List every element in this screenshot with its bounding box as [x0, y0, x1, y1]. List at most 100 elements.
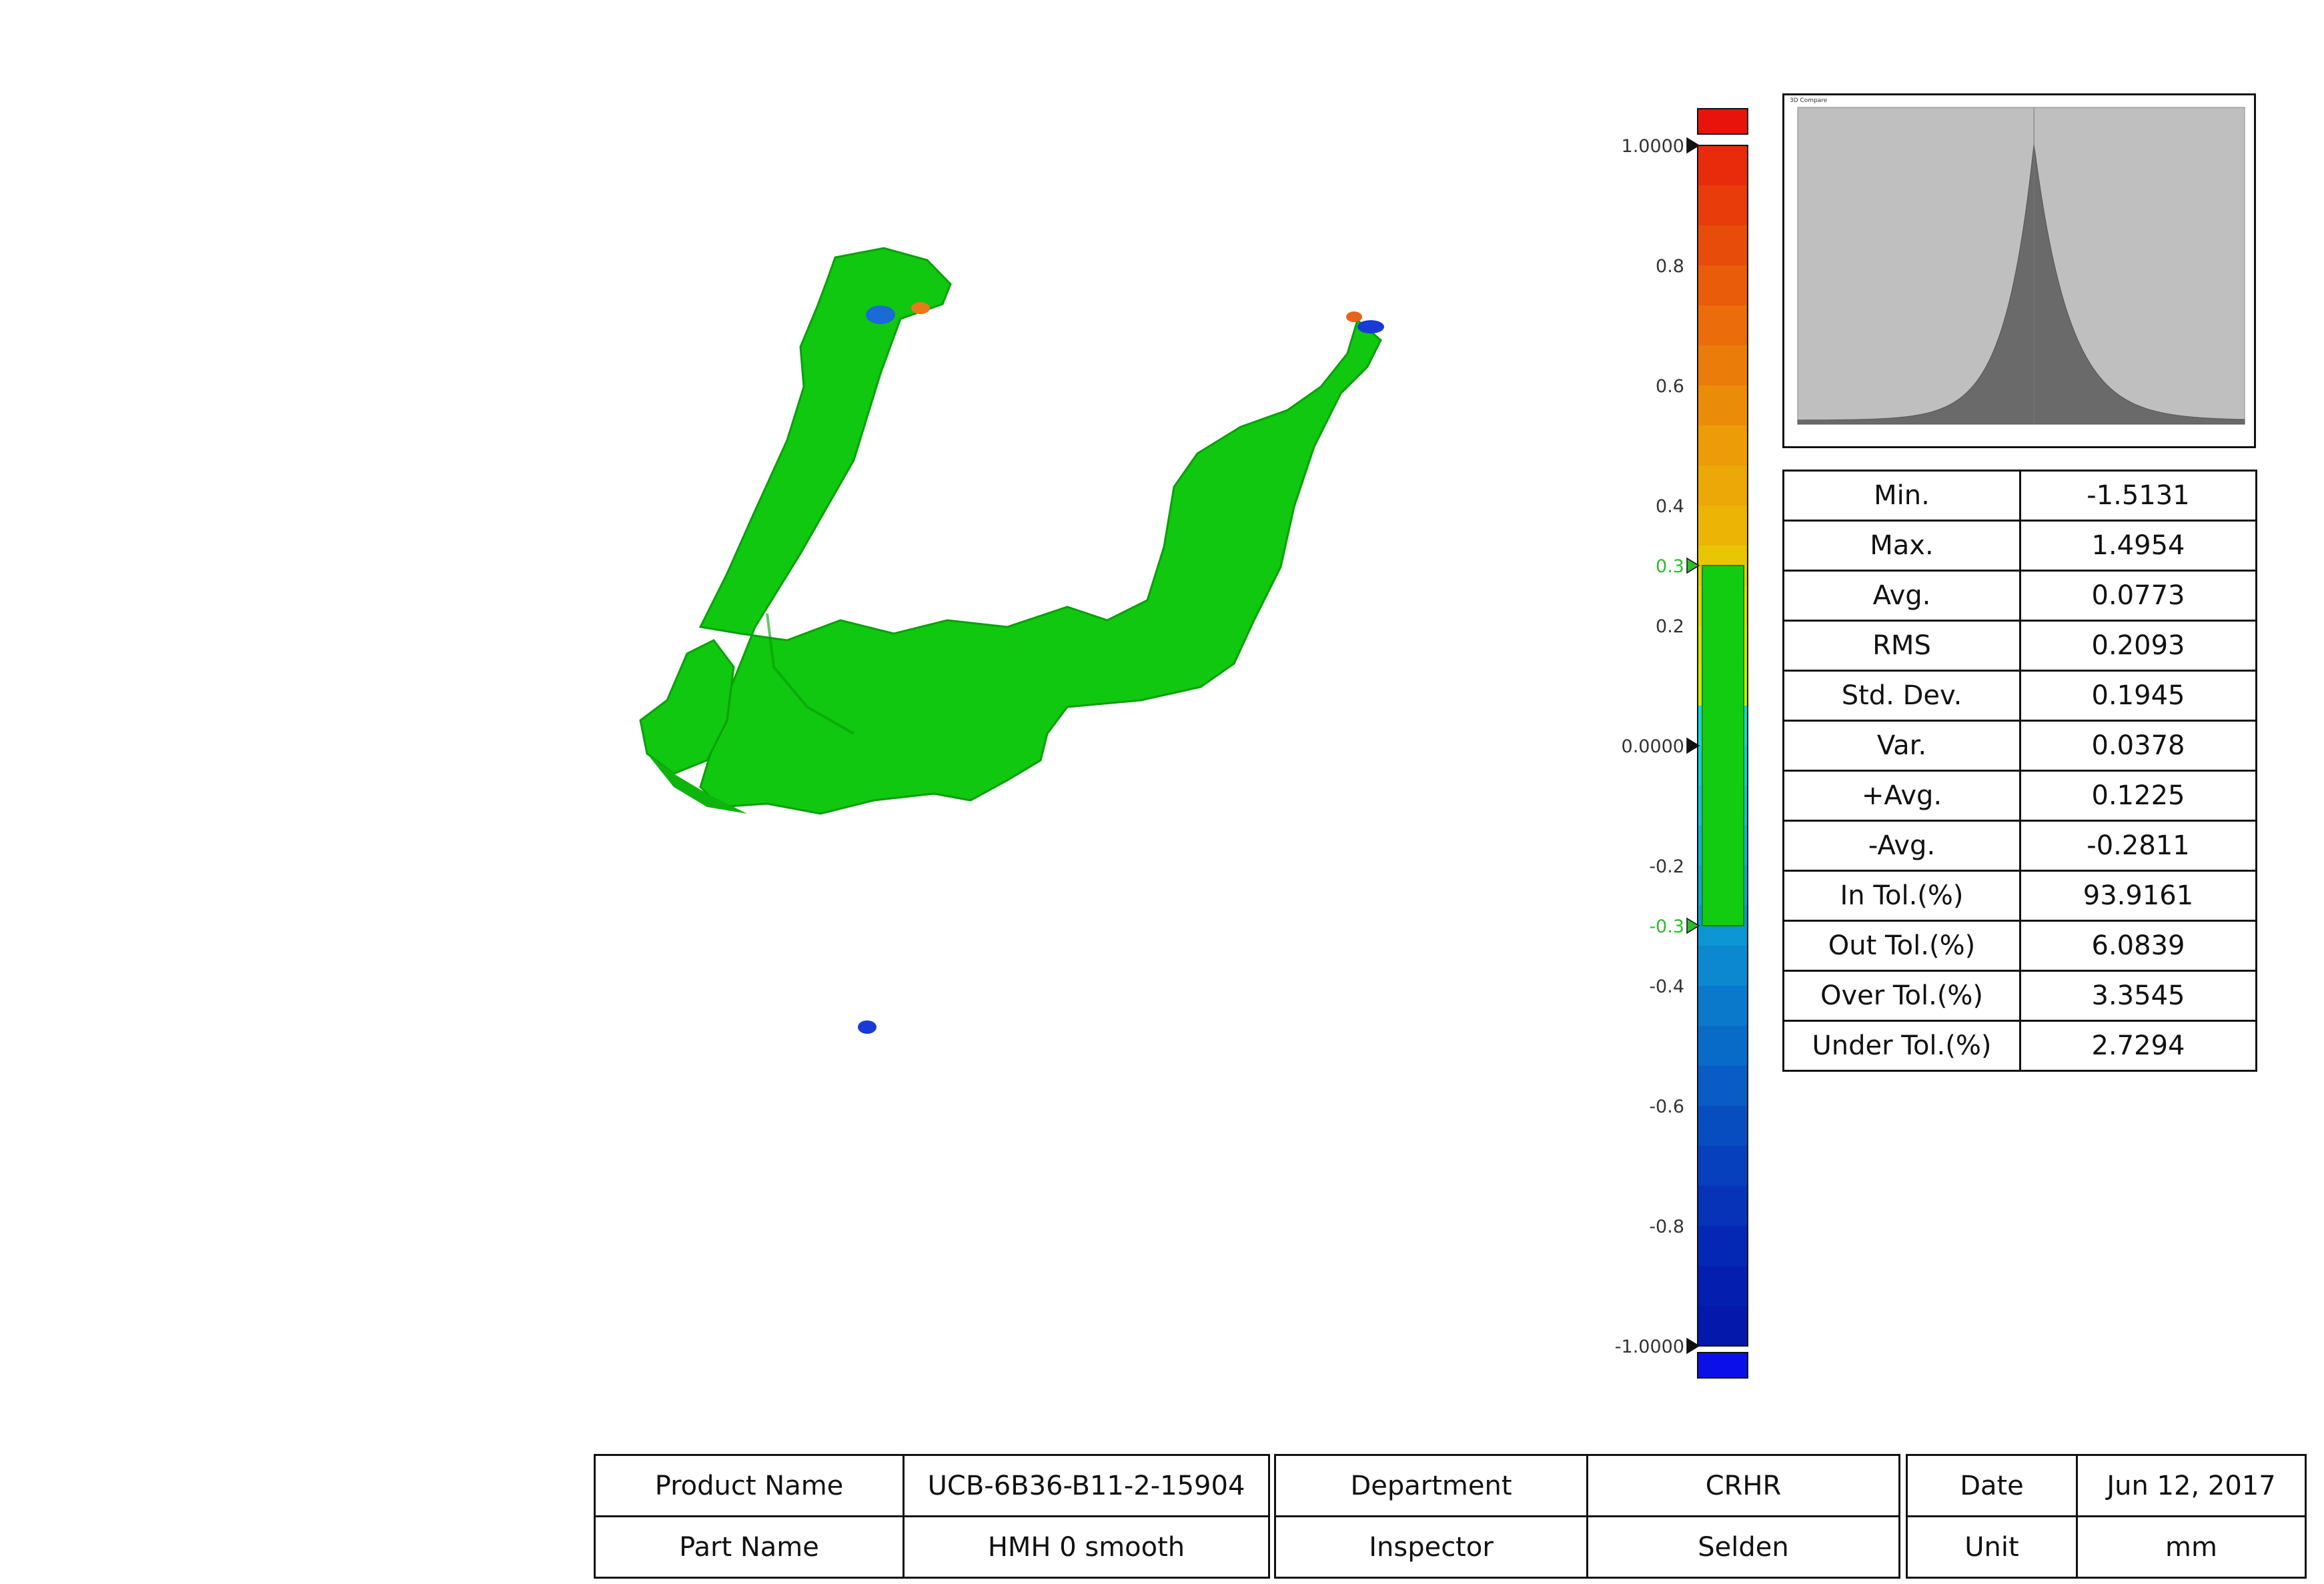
stat-label: Under Tol.(%) [1782, 1020, 2021, 1072]
table-row: Inspector Selden [1274, 1515, 1900, 1579]
color-band [1698, 1306, 1748, 1347]
scale-tick-label: 0.2 [1656, 616, 1684, 637]
stat-label: -Avg. [1782, 820, 2021, 872]
color-band [1698, 426, 1748, 466]
color-band [1698, 1106, 1748, 1146]
stat-value: -0.2811 [2019, 820, 2257, 872]
table-row: Std. Dev. 0.1945 [1782, 670, 2257, 722]
mandible-chin [639, 639, 735, 775]
mandible-body [698, 247, 1382, 815]
stat-value: 0.2093 [2019, 620, 2257, 672]
upper-tolerance-label: 0.3 [1656, 556, 1684, 577]
scale-zero-label: 0.0000 [1622, 736, 1684, 757]
scale-marker[interactable] [1686, 557, 1700, 574]
color-band [1698, 265, 1748, 306]
stat-label: RMS [1782, 620, 2021, 672]
table-row: Unit mm [1906, 1515, 2307, 1579]
histogram-title: 3D Compare [1790, 97, 1828, 104]
color-band [1698, 345, 1748, 386]
stat-value: 0.1945 [2019, 670, 2257, 722]
scale-marker[interactable] [1686, 137, 1700, 154]
color-band [1698, 986, 1748, 1026]
stat-value: 0.0773 [2019, 570, 2257, 622]
table-row: Date Jun 12, 2017 [1906, 1454, 2307, 1517]
stat-value: 2.7294 [2019, 1020, 2257, 1072]
unit-value: mm [2076, 1515, 2307, 1579]
color-band [1698, 225, 1748, 266]
over-tolerance-cap [1697, 108, 1748, 135]
unit-label: Unit [1906, 1515, 2078, 1579]
scale-tick-label: -0.8 [1649, 1217, 1684, 1237]
part-name-value: HMH 0 smooth [903, 1515, 1270, 1579]
department-value: CRHR [1586, 1454, 1900, 1517]
stat-value: 1.4954 [2019, 520, 2257, 572]
product-info-table: Product Name UCB-6B36-B11-2-15904 Part N… [594, 1454, 1270, 1579]
stat-label: Avg. [1782, 570, 2021, 622]
scale-marker[interactable] [1686, 917, 1700, 934]
table-row: Max. 1.4954 [1782, 520, 2257, 572]
date-info-table: Date Jun 12, 2017 Unit mm [1906, 1454, 2307, 1579]
stat-label: Std. Dev. [1782, 670, 2021, 722]
table-row: RMS 0.2093 [1782, 620, 2257, 672]
table-row: Department CRHR [1274, 1454, 1900, 1517]
date-value: Jun 12, 2017 [2076, 1454, 2307, 1517]
mandible-model [639, 247, 1384, 1034]
stat-value: 93.9161 [2019, 870, 2257, 922]
table-row: Over Tol.(%) 3.3545 [1782, 970, 2257, 1022]
color-band [1698, 385, 1748, 426]
deviation-histogram: 3D Compare [1782, 93, 2256, 448]
table-row: Under Tol.(%) 2.7294 [1782, 1020, 2257, 1072]
color-band [1698, 506, 1748, 546]
stat-label: Over Tol.(%) [1782, 970, 2021, 1022]
table-row: Avg. 0.0773 [1782, 570, 2257, 622]
department-label: Department [1274, 1454, 1588, 1517]
scale-marker[interactable] [1686, 1337, 1700, 1355]
deviation-spot-blue [858, 1020, 877, 1034]
deviation-spot-blue [866, 305, 895, 324]
part-name-label: Part Name [594, 1515, 905, 1579]
scale-tick-label: 0.6 [1656, 376, 1684, 397]
stat-value: -1.5131 [2019, 470, 2257, 522]
table-row: In Tol.(%) 93.9161 [1782, 870, 2257, 922]
stat-value: 0.1225 [2019, 770, 2257, 822]
table-row: Part Name HMH 0 smooth [594, 1515, 1270, 1579]
lower-tolerance-label: -0.3 [1649, 916, 1684, 937]
color-band [1698, 466, 1748, 506]
scale-min-label: -1.0000 [1615, 1337, 1684, 1357]
stat-label: Var. [1782, 720, 2021, 772]
stat-label: Min. [1782, 470, 2021, 522]
histogram-distribution [1797, 144, 2245, 425]
deviation-spot-blue [1357, 320, 1384, 333]
scale-tick-label: 0.8 [1656, 256, 1684, 277]
color-band [1698, 1146, 1748, 1186]
under-tolerance-cap [1697, 1352, 1748, 1379]
stat-value: 0.0378 [2019, 720, 2257, 772]
table-row: Out Tol.(%) 6.0839 [1782, 920, 2257, 972]
scale-tick-label: -0.2 [1649, 856, 1684, 877]
table-row: Min. -1.5131 [1782, 470, 2257, 522]
department-info-table: Department CRHR Inspector Selden [1274, 1454, 1900, 1579]
statistics-table: Min. -1.5131 Max. 1.4954 Avg. 0.0773 RMS 0.2093… [1782, 470, 2257, 1072]
scale-tick-label: -0.6 [1649, 1096, 1684, 1117]
stat-label: In Tol.(%) [1782, 870, 2021, 922]
deviation-model-view[interactable] [574, 227, 1454, 1147]
table-row: -Avg. -0.2811 [1782, 820, 2257, 872]
product-name-value: UCB-6B36-B11-2-15904 [903, 1454, 1270, 1517]
product-name-label: Product Name [594, 1454, 905, 1517]
scale-marker[interactable] [1686, 737, 1700, 754]
color-band [1698, 185, 1748, 226]
color-band [1698, 1026, 1748, 1066]
color-band [1698, 145, 1748, 186]
histogram-plot [1797, 107, 2245, 425]
stat-label: +Avg. [1782, 770, 2021, 822]
color-band [1698, 305, 1748, 346]
color-band [1698, 1186, 1748, 1227]
inspector-value: Selden [1586, 1515, 1900, 1579]
color-band [1698, 1266, 1748, 1307]
deviation-spot-orange [911, 302, 930, 314]
color-scale: 1.0000 -1.0000 0.0000 0.3 -0.3 0.8 0.6 0.4 0.2 -0… [1615, 108, 1748, 1379]
stat-label: Max. [1782, 520, 2021, 572]
color-band [1698, 1066, 1748, 1106]
color-scale-ticks: 1.0000 -1.0000 0.0000 0.3 -0.3 0.8 0.6 0.4 0.2 -0… [1615, 136, 1700, 1357]
date-label: Date [1906, 1454, 2078, 1517]
